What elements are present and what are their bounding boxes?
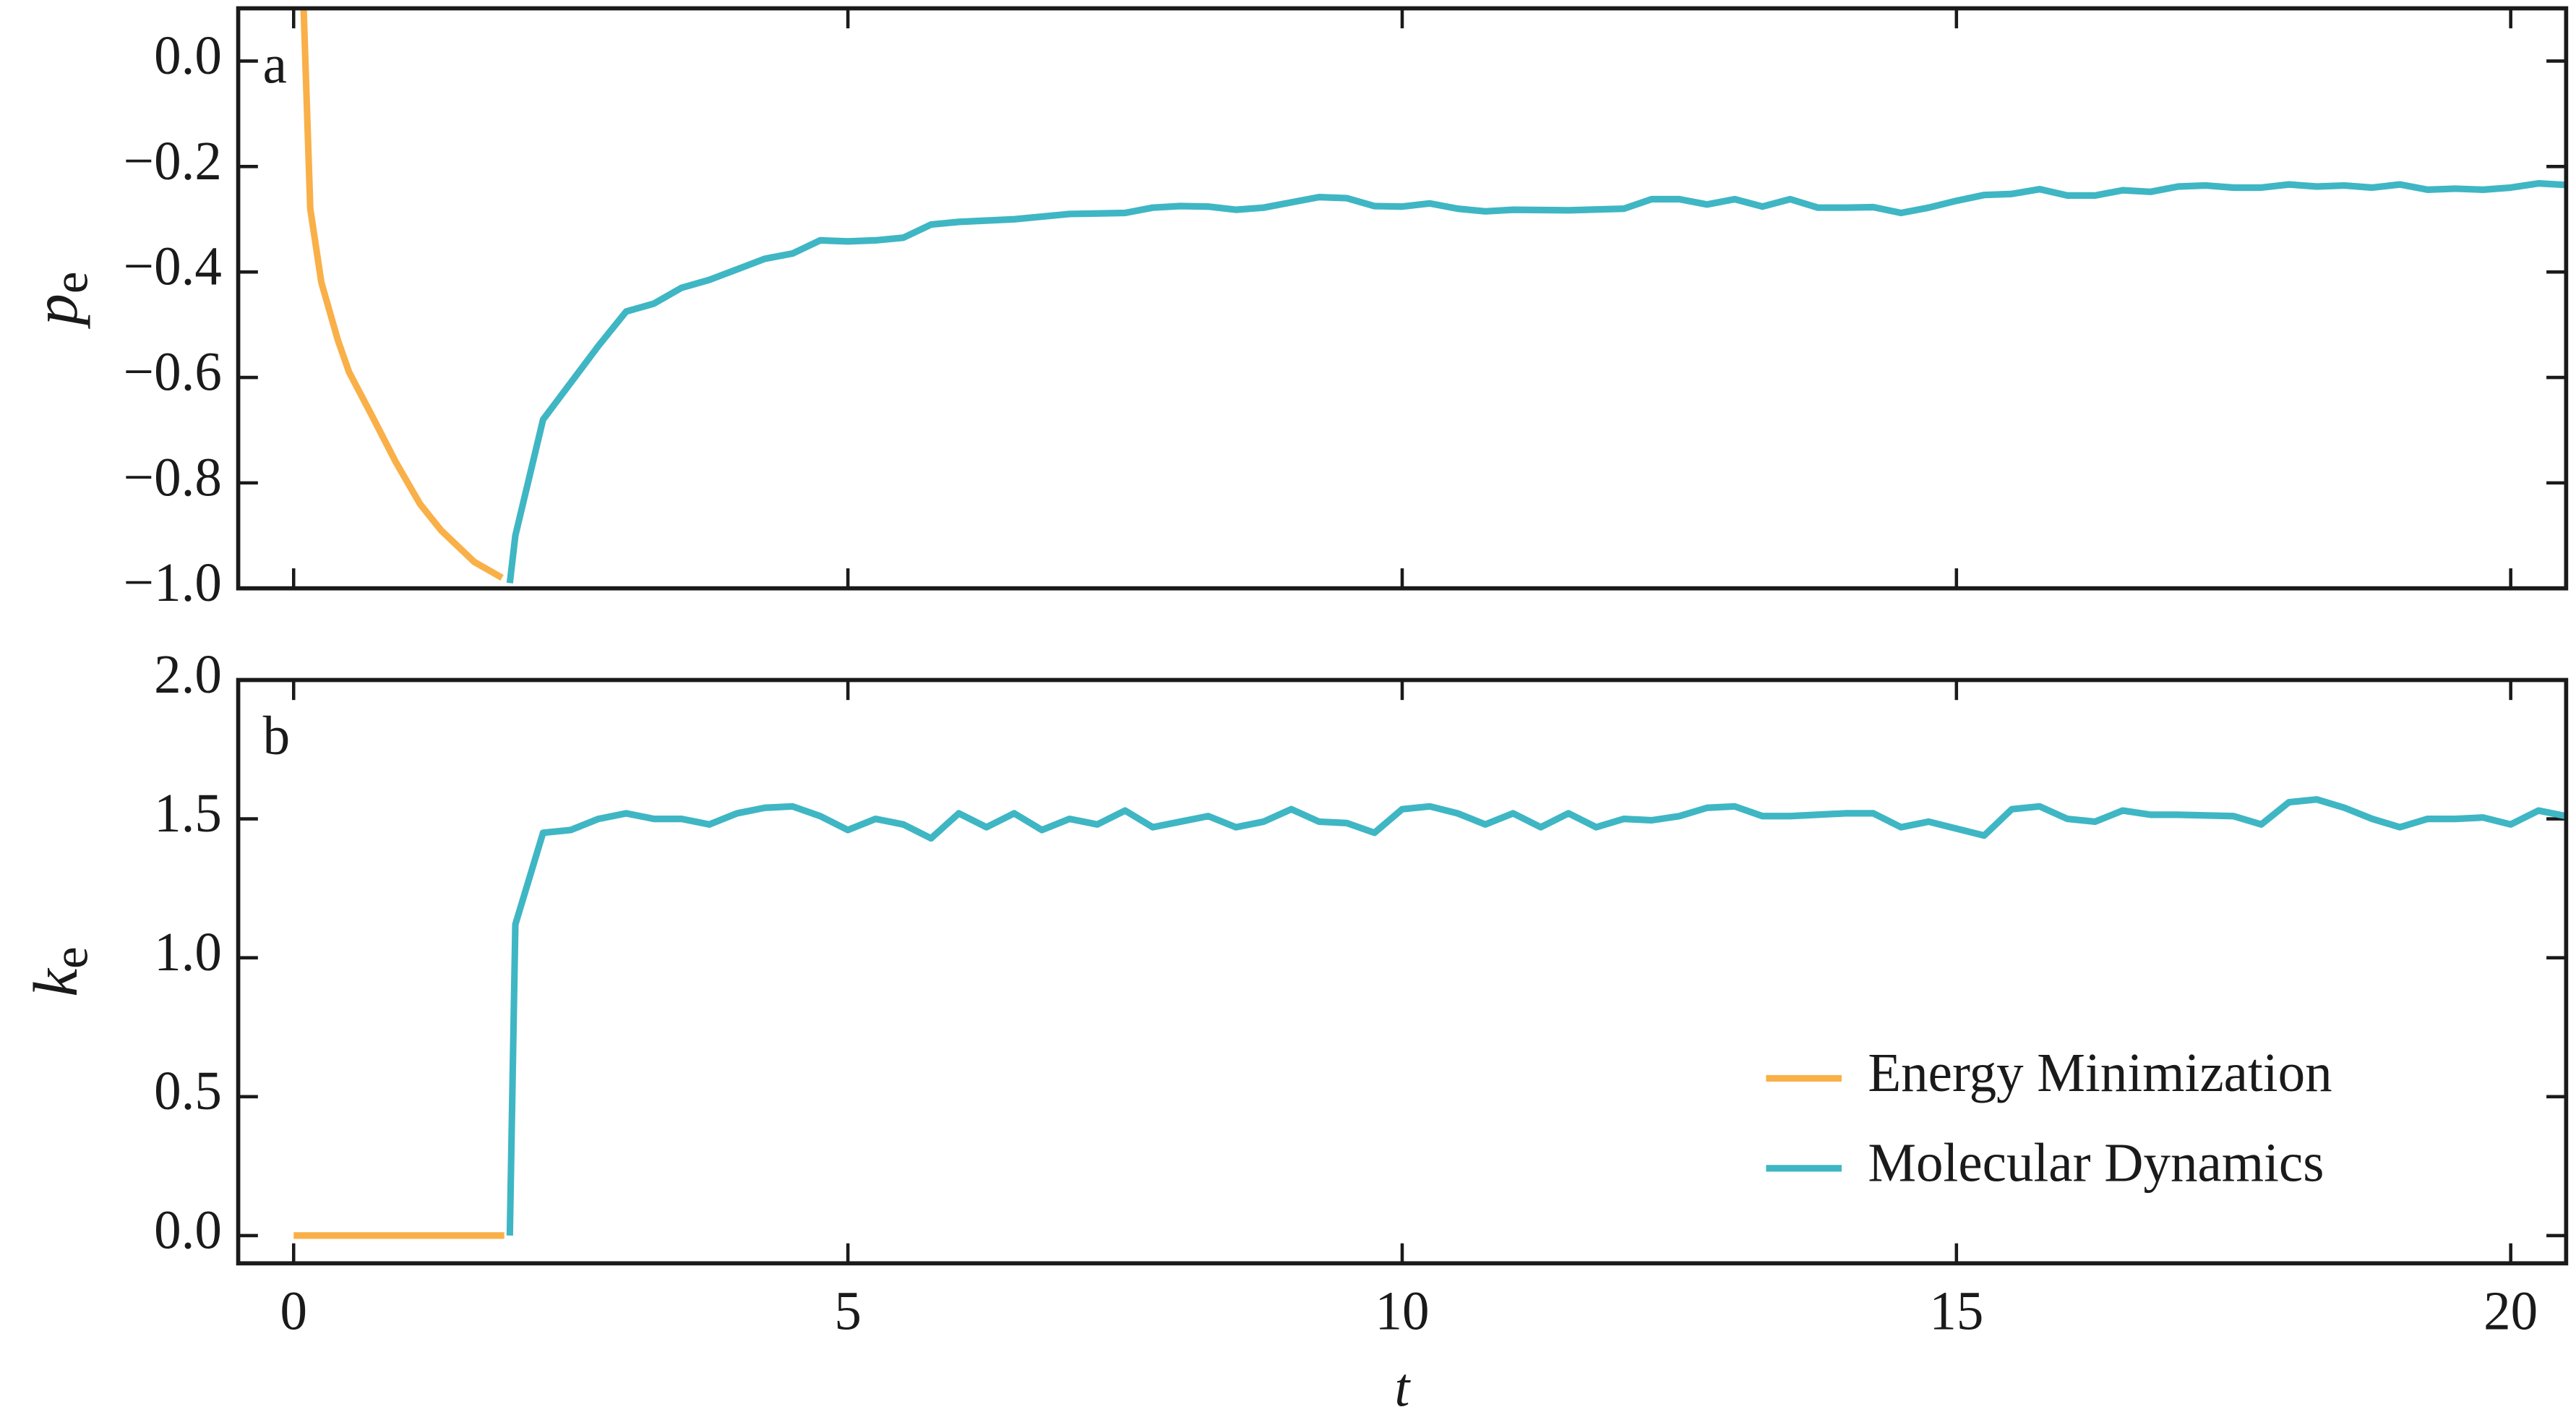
y-tick-label: −0.4: [124, 236, 222, 297]
y-label-symbol: p: [21, 294, 90, 330]
y-tick-label: 1.5: [154, 784, 222, 844]
y-tick-label: −0.2: [124, 131, 222, 192]
y-axis-label: ke: [21, 946, 98, 997]
y-tick-label: 0.0: [154, 25, 222, 86]
y-tick-label: 2.0: [154, 644, 222, 705]
y-tick-label: −0.6: [124, 342, 222, 403]
axes-frame: [236, 677, 2569, 1266]
panel-label: b: [263, 706, 290, 767]
chart-panel: 0.0 0.5 1.0 1.5 2.0 0 5 10 15 20 b ke t Energy Minimi…: [21, 644, 2569, 1419]
y-tick-label: 0.5: [154, 1061, 222, 1122]
y-label-subscript: e: [43, 946, 98, 969]
plot-area: [300, 8, 2567, 583]
y-axis-label: pe: [21, 271, 98, 330]
x-tick-label: 15: [1929, 1281, 1983, 1342]
y-label-symbol: k: [21, 967, 90, 996]
y-tick-label: −1.0: [124, 553, 222, 614]
y-label-subscript: e: [43, 271, 98, 294]
legend-label: Molecular Dynamics: [1868, 1133, 2324, 1194]
data-line: [506, 180, 2567, 583]
x-tick-label: 0: [280, 1281, 307, 1342]
x-axis-label: t: [1395, 1358, 1412, 1419]
legend-label: Energy Minimization: [1868, 1043, 2332, 1103]
x-tick-label: 10: [1375, 1281, 1429, 1342]
x-tick-label: 20: [2483, 1281, 2538, 1342]
data-line: [506, 796, 2567, 1236]
y-tick-label: 0.0: [154, 1200, 222, 1261]
x-tick-label: 5: [834, 1281, 861, 1342]
y-tick-label: 1.0: [154, 923, 222, 983]
plot-area: [293, 796, 2567, 1239]
data-line: [300, 8, 504, 581]
axes-frame: [236, 6, 2569, 591]
panel-label: a: [263, 35, 287, 95]
chart-panel: −1.0 −0.8 −0.6 −0.4 −0.2 0.0 a pe: [21, 6, 2569, 614]
y-tick-label: −0.8: [124, 448, 222, 508]
